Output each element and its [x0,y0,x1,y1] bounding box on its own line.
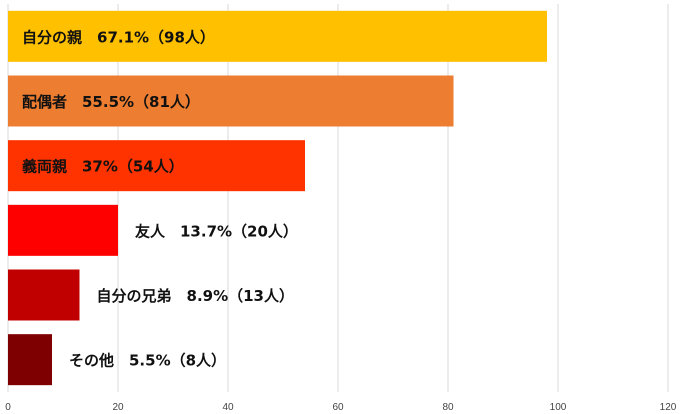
bar-2 [8,140,305,192]
x-tick-label: 40 [222,402,234,413]
bar-4 [8,269,80,321]
data-label: 義両親 37%（54人） [22,158,184,176]
x-tick-label: 100 [550,402,567,413]
data-label: 自分の兄弟 8.9%（13人） [97,287,294,305]
data-label: 自分の親 67.1%（98人） [22,28,215,46]
data-label: 友人 13.7%（20人） [135,222,298,240]
bar-0 [8,10,547,62]
x-tick-label: 20 [112,402,124,413]
data-label: 配偶者 55.5%（81人） [22,93,200,111]
bar-1 [8,75,454,127]
x-tick-label: 60 [332,402,344,413]
x-tick-label: 0 [5,402,11,413]
bar-5 [8,334,52,386]
bar-3 [8,204,118,256]
x-tick-label: 80 [442,402,454,413]
data-label: その他 5.5%（8人） [69,352,226,370]
x-tick-label: 120 [660,402,677,413]
